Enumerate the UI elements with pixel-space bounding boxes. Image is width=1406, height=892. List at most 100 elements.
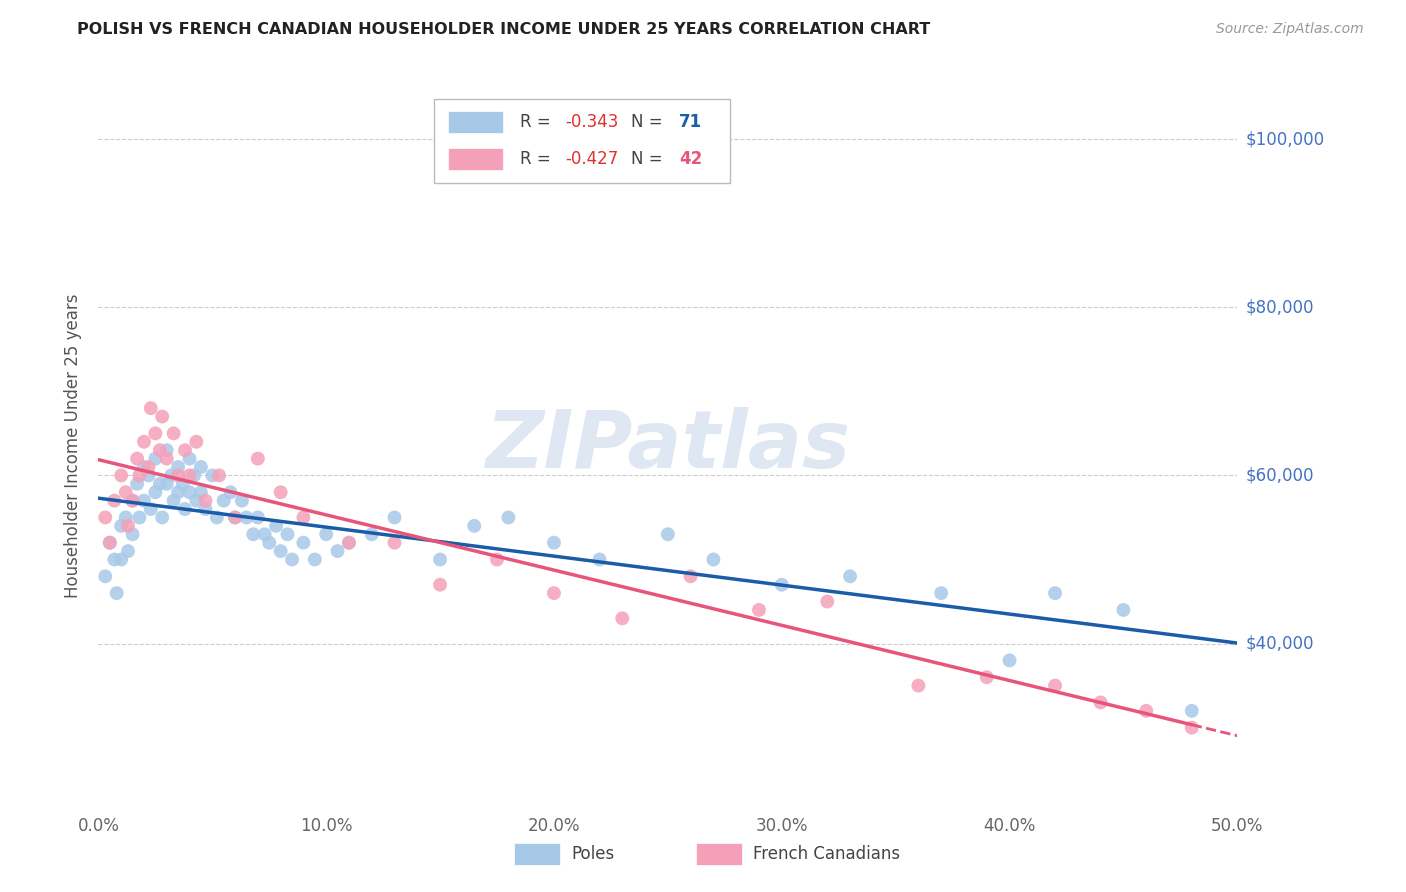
Point: [679, 569, 702, 583]
Point: [270, 544, 292, 558]
Point: [121, 527, 143, 541]
Point: [114, 510, 136, 524]
Point: [167, 460, 190, 475]
FancyBboxPatch shape: [696, 843, 742, 865]
Point: [98, 535, 121, 549]
Point: [1112, 603, 1135, 617]
Point: [208, 468, 231, 483]
Point: [292, 510, 315, 524]
Point: [117, 519, 139, 533]
Point: [384, 510, 406, 524]
Text: $40,000: $40,000: [1246, 634, 1315, 653]
Point: [543, 535, 565, 549]
Point: [205, 510, 228, 524]
Point: [264, 519, 287, 533]
Point: [1181, 721, 1204, 735]
Point: [167, 485, 190, 500]
Point: [127, 451, 149, 466]
Point: [167, 468, 190, 483]
Point: [224, 510, 246, 524]
Point: [224, 510, 246, 524]
Point: [246, 510, 269, 524]
Point: [190, 485, 212, 500]
Point: [190, 460, 212, 475]
Point: [1043, 679, 1066, 693]
Point: [815, 594, 838, 608]
Point: [128, 510, 150, 524]
Point: [110, 552, 132, 566]
Point: [149, 443, 172, 458]
Point: [212, 493, 235, 508]
Text: -0.343: -0.343: [565, 113, 619, 131]
Point: [907, 679, 929, 693]
Point: [194, 493, 217, 508]
Point: [132, 460, 155, 475]
Point: [103, 552, 125, 566]
Text: Source: ZipAtlas.com: Source: ZipAtlas.com: [1216, 22, 1364, 37]
Point: [138, 468, 160, 483]
Point: [150, 510, 173, 524]
Point: [174, 502, 197, 516]
FancyBboxPatch shape: [449, 111, 503, 133]
Point: [929, 586, 952, 600]
Point: [360, 527, 382, 541]
Point: [145, 451, 167, 466]
Point: [156, 451, 179, 466]
Point: [94, 510, 117, 524]
Text: $60,000: $60,000: [1246, 467, 1315, 484]
Point: [429, 578, 451, 592]
Point: [172, 476, 194, 491]
Point: [160, 468, 183, 483]
Point: [117, 544, 139, 558]
Text: $100,000: $100,000: [1246, 130, 1324, 148]
Point: [657, 527, 679, 541]
Point: [186, 493, 208, 508]
Point: [498, 510, 520, 524]
Point: [145, 485, 167, 500]
Text: R =: R =: [520, 150, 555, 168]
Point: [98, 535, 121, 549]
Point: [246, 451, 269, 466]
Point: [105, 586, 128, 600]
Point: [1181, 704, 1204, 718]
Point: [612, 611, 634, 625]
Point: [150, 409, 173, 424]
FancyBboxPatch shape: [515, 843, 560, 865]
Point: [543, 586, 565, 600]
Point: [149, 476, 172, 491]
Point: [186, 434, 208, 449]
Point: [384, 535, 406, 549]
Point: [304, 552, 326, 566]
Point: [132, 434, 155, 449]
Point: [337, 535, 360, 549]
Text: POLISH VS FRENCH CANADIAN HOUSEHOLDER INCOME UNDER 25 YEARS CORRELATION CHART: POLISH VS FRENCH CANADIAN HOUSEHOLDER IN…: [77, 22, 931, 37]
Text: -0.427: -0.427: [565, 150, 619, 168]
Point: [588, 552, 610, 566]
Point: [110, 519, 132, 533]
Point: [270, 485, 292, 500]
Point: [127, 476, 149, 491]
Point: [1043, 586, 1066, 600]
Point: [259, 535, 281, 549]
Point: [486, 552, 509, 566]
Point: [770, 578, 793, 592]
Text: R =: R =: [520, 113, 555, 131]
FancyBboxPatch shape: [434, 99, 731, 183]
Point: [174, 443, 197, 458]
Point: [156, 443, 179, 458]
Point: [235, 510, 257, 524]
Text: $80,000: $80,000: [1246, 298, 1315, 317]
Point: [276, 527, 298, 541]
Point: [110, 468, 132, 483]
Point: [139, 502, 162, 516]
Point: [156, 476, 179, 491]
Point: [201, 468, 224, 483]
Text: N =: N =: [631, 113, 668, 131]
Point: [219, 485, 242, 500]
Text: Poles: Poles: [571, 845, 614, 863]
Point: [132, 493, 155, 508]
Point: [326, 544, 349, 558]
Point: [315, 527, 337, 541]
Point: [231, 493, 253, 508]
Y-axis label: Householder Income Under 25 years: Householder Income Under 25 years: [65, 293, 83, 599]
